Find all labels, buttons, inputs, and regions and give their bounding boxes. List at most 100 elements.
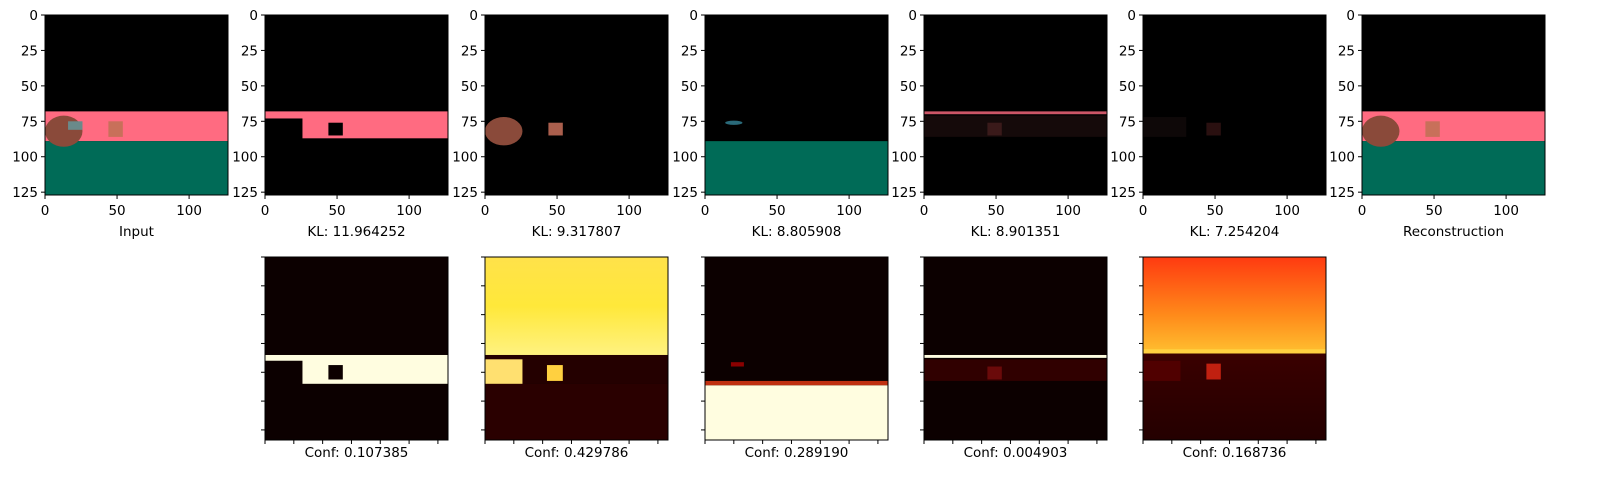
y-tick-label: 100 xyxy=(891,150,917,166)
y-tick-label: 75 xyxy=(461,114,478,130)
x-tick-label: 100 xyxy=(836,203,862,219)
axes-frame xyxy=(484,14,669,196)
conf-bright-edge xyxy=(1143,349,1326,354)
y-tick-label: 100 xyxy=(452,150,478,166)
conf-cube-faint xyxy=(987,366,1002,380)
y-tick-label: 50 xyxy=(900,79,917,95)
panel-conf-1: Conf: 0.107385 xyxy=(261,256,449,461)
y-tick-label: 25 xyxy=(1338,43,1355,59)
panel-caption: KL: 11.964252 xyxy=(307,224,405,240)
panel-caption: Conf: 0.289190 xyxy=(745,445,849,461)
x-tick-label: 0 xyxy=(1139,203,1148,219)
image-background xyxy=(265,15,448,195)
y-tick-label: 125 xyxy=(891,185,917,201)
y-tick-label: 125 xyxy=(452,185,478,201)
cube-object xyxy=(1425,121,1440,137)
axes-frame xyxy=(923,256,1108,441)
slot-cube xyxy=(548,122,563,136)
y-tick-label: 0 xyxy=(689,8,698,24)
y-tick-label: 125 xyxy=(12,185,38,201)
image-background xyxy=(1143,15,1326,195)
panel-caption: KL: 9.317807 xyxy=(532,224,622,240)
conf-bright-top xyxy=(485,257,668,355)
panel-conf-2: Conf: 0.429786 xyxy=(481,256,669,461)
slot-teal-table xyxy=(705,141,888,195)
x-tick-label: 100 xyxy=(616,203,642,219)
panel-caption: Conf: 0.429786 xyxy=(525,445,629,461)
conf-background xyxy=(924,257,1107,440)
y-tick-label: 50 xyxy=(1338,79,1355,95)
slot-faint-cube xyxy=(1206,122,1221,136)
y-tick-label: 75 xyxy=(241,114,258,130)
slot-thin-pink xyxy=(924,111,1107,115)
y-tick-label: 50 xyxy=(681,79,698,95)
panel-caption: Conf: 0.004903 xyxy=(964,445,1068,461)
conf-background xyxy=(265,257,448,440)
x-tick-label: 0 xyxy=(261,203,270,219)
panel-caption: KL: 8.805908 xyxy=(752,224,842,240)
y-tick-label: 75 xyxy=(1338,114,1355,130)
conf-dark-band xyxy=(924,359,1107,381)
x-tick-label: 0 xyxy=(920,203,929,219)
y-tick-label: 100 xyxy=(672,150,698,166)
conf-edge xyxy=(705,380,888,386)
y-tick-label: 75 xyxy=(21,114,38,130)
x-tick-label: 100 xyxy=(176,203,202,219)
y-tick-label: 0 xyxy=(1127,8,1136,24)
conf-cube-red xyxy=(1206,363,1221,380)
panel-caption: Conf: 0.168736 xyxy=(1183,445,1287,461)
slot-hole-cube xyxy=(328,122,343,136)
axes-frame xyxy=(484,256,669,441)
conf-jug-dark xyxy=(1143,360,1181,381)
x-tick-label: 50 xyxy=(328,203,345,219)
y-tick-label: 100 xyxy=(232,150,258,166)
conf-cube-highlight xyxy=(546,365,563,381)
axes-frame xyxy=(1142,256,1327,441)
panel-caption: Conf: 0.107385 xyxy=(305,445,409,461)
panel-caption: Input xyxy=(119,224,154,240)
panel-conf-3: Conf: 0.289190 xyxy=(701,256,889,461)
y-tick-label: 0 xyxy=(249,8,258,24)
table-surface-teal xyxy=(45,141,228,195)
slot-faint-cube xyxy=(987,122,1002,136)
axes-frame xyxy=(923,14,1108,196)
bottom-row: Conf: 0.107385 Conf: 0.429786 Conf: 0.2891… xyxy=(261,256,1327,461)
x-tick-label: 50 xyxy=(768,203,785,219)
jug-object xyxy=(45,115,83,147)
y-tick-label: 0 xyxy=(469,8,478,24)
x-tick-label: 0 xyxy=(481,203,490,219)
y-tick-label: 25 xyxy=(681,43,698,59)
axes-frame xyxy=(1142,14,1327,196)
x-tick-label: 100 xyxy=(1274,203,1300,219)
y-tick-label: 100 xyxy=(12,150,38,166)
y-tick-label: 0 xyxy=(29,8,38,24)
y-tick-label: 25 xyxy=(461,43,478,59)
table-surface-teal xyxy=(1362,141,1545,195)
conf-orange-top xyxy=(1143,257,1326,354)
y-tick-label: 125 xyxy=(1110,185,1136,201)
axes-frame xyxy=(704,256,889,441)
y-tick-label: 50 xyxy=(21,79,38,95)
x-tick-label: 50 xyxy=(1425,203,1442,219)
y-tick-label: 25 xyxy=(21,43,38,59)
y-tick-label: 125 xyxy=(1329,185,1355,201)
conf-small-red xyxy=(730,362,744,367)
x-tick-label: 50 xyxy=(987,203,1004,219)
y-tick-label: 25 xyxy=(1119,43,1136,59)
conf-hole-cube xyxy=(328,365,343,380)
y-tick-label: 125 xyxy=(232,185,258,201)
conf-thin-line xyxy=(924,354,1107,358)
x-tick-label: 0 xyxy=(41,203,50,219)
image-background xyxy=(924,15,1107,195)
conf-jug-highlight xyxy=(485,359,523,386)
x-tick-label: 100 xyxy=(396,203,422,219)
handle-detail xyxy=(68,121,83,130)
cube-object xyxy=(108,121,123,137)
x-tick-label: 100 xyxy=(1493,203,1519,219)
